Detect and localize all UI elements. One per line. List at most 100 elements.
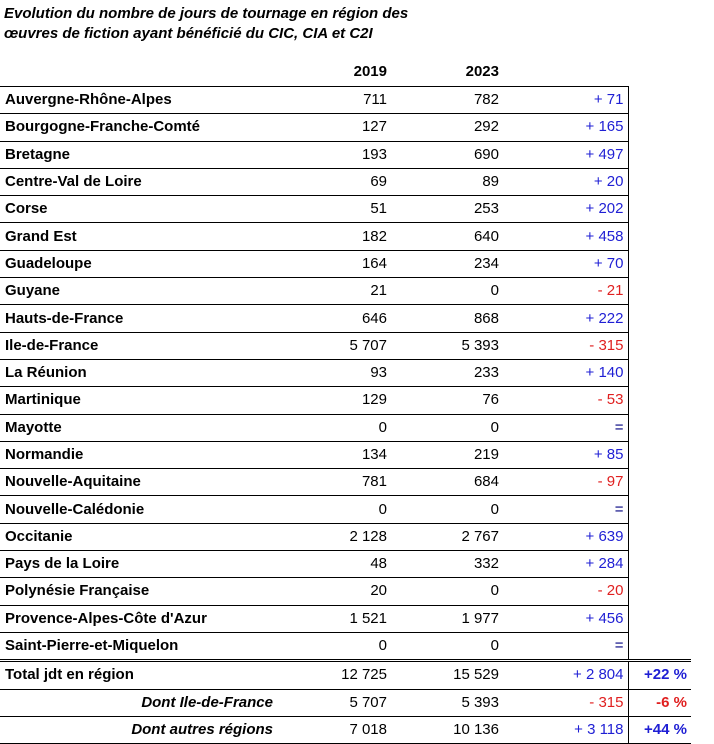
table-body: Auvergne-Rhône-Alpes 711 782 + 71 Bourgogne-… (0, 85, 691, 744)
regional-shooting-days-table: 2019 2023 Auvergne-Rhône-Alpes 711 782 + 71… (0, 58, 691, 744)
pct-empty (628, 359, 691, 386)
pct-empty (628, 223, 691, 250)
delta-value: + 20 (503, 167, 629, 196)
table-row: Pays de la Loire 48 332 + 284 (0, 550, 691, 578)
delta-value: + 165 (503, 113, 629, 142)
delta-value: + 140 (503, 358, 629, 387)
value-2019: 0 (305, 495, 391, 524)
value-2023: 253 (391, 195, 503, 223)
subtotal-row: Dont autres régions 7 018 10 136 + 3 118 +44… (0, 715, 691, 744)
table-row: Auvergne-Rhône-Alpes 711 782 + 71 (0, 85, 691, 114)
summary-delta: - 315 (503, 688, 629, 717)
region-name: Pays de la Loire (0, 550, 305, 578)
summary-pct: +22 % (628, 659, 691, 690)
table-row: Ile-de-France 5 707 5 393- 315 (0, 331, 691, 360)
header-pct (628, 58, 691, 87)
value-2023: 5 393 (391, 331, 503, 360)
delta-value: - 53 (503, 386, 629, 415)
value-2019: 127 (305, 113, 391, 142)
delta-value: + 70 (503, 249, 629, 278)
region-name: Polynésie Française (0, 577, 305, 606)
value-2023: 1 977 (391, 604, 503, 633)
value-2019: 164 (305, 249, 391, 278)
pct-empty (628, 605, 691, 632)
table-row: Nouvelle-Calédonie 0 0 = (0, 495, 691, 524)
value-2023: 89 (391, 167, 503, 196)
table-row: Normandie 134 219 + 85 (0, 440, 691, 469)
region-name: Occitanie (0, 522, 305, 551)
pct-empty (628, 523, 691, 550)
value-2019: 134 (305, 440, 391, 469)
table-title-line-2: œuvres de fiction ayant bénéficié du CIC… (4, 25, 373, 42)
value-2019: 69 (305, 167, 391, 196)
summary-pct: +44 % (628, 715, 691, 744)
value-2023: 0 (391, 631, 503, 661)
pct-empty (628, 168, 691, 195)
pct-empty (628, 141, 691, 168)
pct-empty (628, 87, 691, 114)
pct-empty (628, 469, 691, 496)
table-row: Martinique 129 76- 53 (0, 386, 691, 415)
value-2019: 48 (305, 550, 391, 578)
summary-delta: + 3 118 (503, 715, 629, 744)
pct-empty (628, 332, 691, 359)
table-title: Evolution du nombre de jours de tournage… (4, 4, 408, 44)
total-row: Total jdt en région 12 725 15 529 + 2 804 +2… (0, 659, 691, 690)
header-region (0, 58, 305, 87)
delta-value: - 20 (503, 577, 629, 606)
summary-label: Total jdt en région (0, 659, 305, 690)
delta-value: + 639 (503, 522, 629, 551)
delta-value: - 97 (503, 468, 629, 496)
summary-2019: 5 707 (305, 688, 391, 717)
table-row: Guadeloupe 164 234 + 70 (0, 249, 691, 278)
pct-empty (628, 441, 691, 468)
table-row: Saint-Pierre-et-Miquelon 0 0 = (0, 631, 691, 661)
delta-value: = (503, 413, 629, 442)
value-2023: 2 767 (391, 522, 503, 551)
pct-empty (628, 551, 691, 578)
table-row: Centre-Val de Loire 69 89 + 20 (0, 167, 691, 196)
delta-value: + 497 (503, 140, 629, 169)
value-2019: 5 707 (305, 331, 391, 360)
region-name: Saint-Pierre-et-Miquelon (0, 631, 305, 661)
delta-value: - 21 (503, 277, 629, 305)
region-name: Auvergne-Rhône-Alpes (0, 85, 305, 114)
table-row: La Réunion 93 233 + 140 (0, 358, 691, 387)
value-2023: 234 (391, 249, 503, 278)
delta-value: + 284 (503, 550, 629, 578)
value-2019: 20 (305, 577, 391, 606)
value-2023: 868 (391, 304, 503, 333)
region-name: Hauts-de-France (0, 304, 305, 333)
delta-value: + 71 (503, 85, 629, 114)
region-name: La Réunion (0, 358, 305, 387)
table-row: Bretagne 193 690 + 497 (0, 140, 691, 169)
value-2019: 21 (305, 277, 391, 305)
delta-value: + 222 (503, 304, 629, 333)
value-2023: 782 (391, 85, 503, 114)
pct-empty (628, 114, 691, 141)
pct-empty (628, 305, 691, 332)
summary-2019: 7 018 (305, 715, 391, 744)
header-delta (503, 58, 628, 87)
table-row: Hauts-de-France 646 868 + 222 (0, 304, 691, 333)
value-2023: 684 (391, 468, 503, 496)
region-name: Normandie (0, 440, 305, 469)
pct-empty (628, 496, 691, 523)
region-name: Bourgogne-Franche-Comté (0, 113, 305, 142)
value-2023: 0 (391, 277, 503, 305)
region-name: Mayotte (0, 413, 305, 442)
table-row: Provence-Alpes-Côte d'Azur 1 521 1 977 + 45… (0, 604, 691, 633)
value-2023: 332 (391, 550, 503, 578)
delta-value: + 202 (503, 195, 629, 223)
pct-empty (628, 578, 691, 605)
value-2019: 193 (305, 140, 391, 169)
value-2019: 129 (305, 386, 391, 415)
value-2019: 0 (305, 631, 391, 661)
value-2019: 2 128 (305, 522, 391, 551)
value-2019: 51 (305, 195, 391, 223)
value-2023: 0 (391, 495, 503, 524)
table-row: Nouvelle-Aquitaine 781 684- 97 (0, 468, 691, 496)
delta-value: + 458 (503, 222, 629, 251)
region-name: Ile-de-France (0, 331, 305, 360)
delta-value: + 85 (503, 440, 629, 469)
